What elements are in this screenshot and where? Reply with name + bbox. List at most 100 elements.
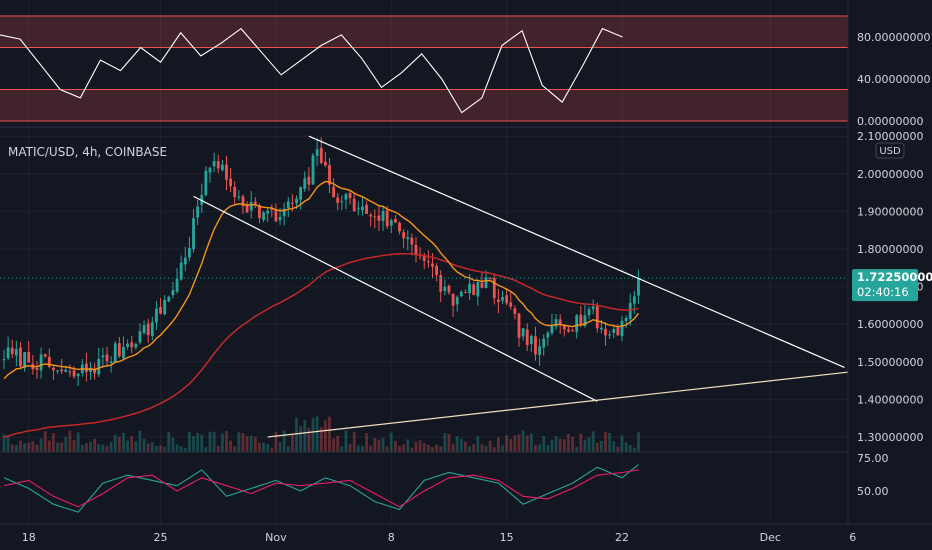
volume-bar xyxy=(245,436,249,452)
volume-bar xyxy=(389,432,393,452)
candle-body xyxy=(414,244,418,256)
volume-bar xyxy=(356,445,360,452)
trendlines[interactable] xyxy=(193,135,874,438)
candle-body xyxy=(558,319,562,325)
volume-bar xyxy=(534,445,537,452)
candle-body xyxy=(567,329,570,332)
volume-bar xyxy=(422,443,426,452)
volume-bar xyxy=(472,444,476,452)
candle-body xyxy=(97,358,101,375)
volume-bar xyxy=(142,438,146,452)
stochastic-panel[interactable] xyxy=(3,464,639,513)
volume-bar xyxy=(583,439,587,452)
rsi-band xyxy=(0,16,848,48)
candle-body xyxy=(406,237,410,240)
candle-body xyxy=(286,201,290,208)
candle-body xyxy=(19,347,22,367)
candle-body xyxy=(208,167,212,173)
volume-bar xyxy=(105,445,109,452)
candle-body xyxy=(497,299,500,302)
candle-body xyxy=(410,237,414,245)
volume-bar xyxy=(620,435,624,452)
candle-body xyxy=(249,202,253,211)
volume-bar xyxy=(249,435,253,452)
price-panel[interactable]: MATIC/USD, 4h, COINBASE xyxy=(0,135,874,452)
volume-bar xyxy=(480,444,484,452)
volume-bar xyxy=(373,438,377,452)
candle-body xyxy=(142,325,146,334)
candle-body xyxy=(253,201,257,204)
candle-body xyxy=(35,367,39,370)
candle-body xyxy=(117,343,121,357)
volume-bar xyxy=(233,446,237,452)
candle-body xyxy=(85,363,88,372)
candle-body xyxy=(521,328,525,337)
volume-bar xyxy=(35,444,39,452)
candle-body xyxy=(608,334,612,336)
time-axis[interactable]: 18 25 Nov 8 15 22 Dec 6 xyxy=(0,523,932,544)
currency-badge[interactable] xyxy=(875,142,905,159)
candle-body xyxy=(340,201,344,203)
candle-body xyxy=(616,327,620,336)
volume-bar xyxy=(72,440,76,452)
volume-bar xyxy=(505,435,509,452)
volume-bar xyxy=(117,436,121,452)
volume-bar xyxy=(101,444,105,452)
candle-body xyxy=(303,178,307,189)
rsi-panel[interactable] xyxy=(0,15,848,122)
candle-body xyxy=(464,291,467,293)
volume-bar xyxy=(47,440,51,452)
volume-bar xyxy=(632,447,636,452)
axis-tick-label: 50.00 xyxy=(857,485,889,498)
volume-bar xyxy=(414,441,418,452)
candle-body xyxy=(307,176,311,185)
volume-bar xyxy=(43,431,47,452)
volume-bar xyxy=(212,431,216,452)
volume-bar xyxy=(394,440,397,452)
candle-body xyxy=(159,307,162,314)
ma-slow-line xyxy=(3,253,639,439)
volume-bar xyxy=(587,437,591,452)
volume-bar xyxy=(517,434,521,452)
candle-body xyxy=(109,361,113,364)
candle-body xyxy=(179,262,183,280)
volume-bar xyxy=(146,443,150,452)
volume-bar xyxy=(410,447,414,452)
candle-body xyxy=(126,343,129,347)
support-trendline xyxy=(267,368,874,438)
volume-bar xyxy=(398,446,401,452)
candle-body xyxy=(282,208,286,217)
candle-body xyxy=(134,343,138,348)
volume-bar xyxy=(126,440,129,452)
volume-bar xyxy=(340,446,344,452)
candle-body xyxy=(220,164,224,171)
candle-body xyxy=(278,216,282,221)
candle-body xyxy=(513,308,517,314)
candle-body xyxy=(451,293,455,306)
volume-bar xyxy=(241,433,245,452)
volume-bar xyxy=(258,442,261,452)
volume-bar xyxy=(52,432,55,452)
price-axis[interactable]: 80.00000000 40.00000000 0.00000000 2.100000… xyxy=(847,0,932,524)
bar-countdown: 02:40:16 xyxy=(857,285,909,299)
volume-bar xyxy=(567,434,570,452)
volume-bar xyxy=(299,426,303,452)
candle-body xyxy=(426,261,430,263)
volume-bar xyxy=(311,417,315,452)
volume-bar xyxy=(542,435,546,452)
candle-body xyxy=(554,319,558,327)
candle-body xyxy=(632,296,636,304)
volume-bar xyxy=(443,433,447,452)
candle-body xyxy=(76,373,80,377)
candle-body xyxy=(14,349,18,356)
candle-body xyxy=(266,210,270,214)
last-price-value: 1.72250000 xyxy=(857,270,932,284)
candle-body xyxy=(196,206,200,218)
volume-bar xyxy=(19,440,22,452)
volume-bar xyxy=(171,437,175,452)
stoch-k-line xyxy=(3,464,639,513)
candle-body xyxy=(480,282,484,288)
volume-bar xyxy=(591,431,595,452)
volume-bar xyxy=(150,442,154,452)
